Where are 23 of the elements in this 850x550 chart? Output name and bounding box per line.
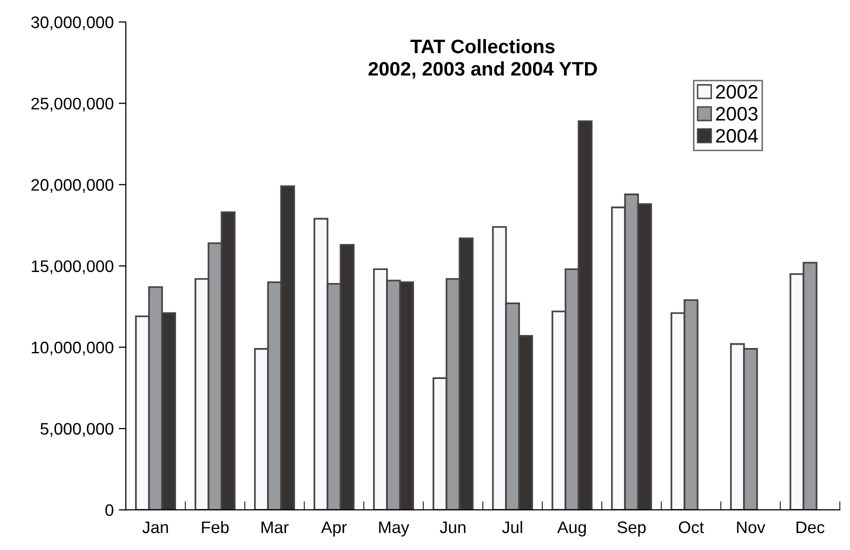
x-tick-label: Feb	[202, 520, 229, 534]
x-tick-label: Jul	[502, 520, 522, 534]
x-tick-label: Dec	[796, 522, 824, 534]
x-tick-label: Oct	[678, 521, 704, 534]
x-tick-label: Jan	[142, 522, 168, 534]
x-tick-label: May	[379, 522, 410, 536]
y-tick-label: 5,000,000	[40, 422, 114, 437]
y-tick-label: 15,000,000	[32, 260, 114, 274]
text: TAT Collections 2002, 2003 and 2004 YTD	[368, 39, 597, 79]
x-tick-label: Mar	[262, 522, 289, 534]
x-tick-label: Nov	[737, 522, 766, 534]
y-tick-label: 10,000,000	[32, 342, 114, 356]
x-tick-label: Sep	[617, 521, 646, 536]
legend-label: 2004	[716, 128, 758, 143]
legend-label: 2002	[716, 84, 758, 99]
x-tick-label: Jun	[440, 522, 466, 534]
y-tick-label: 0	[105, 504, 114, 516]
legend-label: 2003	[716, 106, 758, 121]
y-tick-label: 25,000,000	[31, 98, 114, 112]
y-tick-label: 20,000,000	[31, 179, 114, 193]
y-tick-label: 30,000,000	[31, 16, 114, 30]
x-tick-label: Apr	[321, 522, 347, 536]
x-tick-label: Aug	[557, 522, 586, 536]
